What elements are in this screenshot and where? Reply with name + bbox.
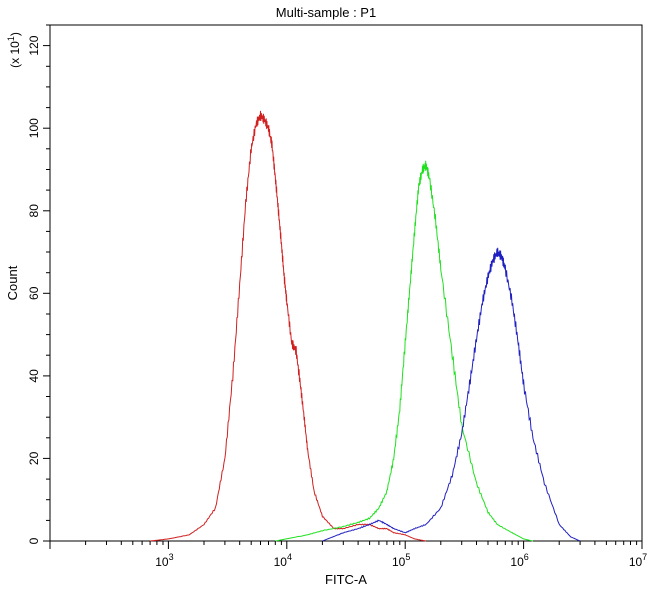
x-tick-exponent: 5 [405, 552, 410, 562]
x-axis-label: FITC-A [325, 572, 367, 587]
x-tick-base: 10 [274, 555, 288, 569]
x-tick-base: 10 [510, 555, 524, 569]
y-tick-label: 20 [27, 451, 41, 465]
x-tick-label: 103 [155, 552, 173, 569]
series-layer [150, 110, 581, 542]
y-tick-label: 120 [27, 35, 41, 55]
chart-title: Multi-sample : P1 [276, 5, 376, 20]
y-multiplier-suffix: ) [8, 32, 22, 36]
x-tick-base: 10 [155, 555, 169, 569]
x-tick-exponent: 7 [642, 552, 647, 562]
y-axis: 0 20 40 60 80 100 120 [27, 24, 50, 544]
x-tick-exponent: 6 [524, 552, 529, 562]
y-tick-label: 0 [27, 537, 41, 544]
series-line-3 [322, 247, 581, 542]
x-tick-label: 105 [392, 552, 410, 569]
y-axis-label: Count [5, 265, 20, 300]
x-tick-label: 106 [510, 552, 528, 569]
x-tick-label: 107 [629, 552, 647, 569]
plot-frame [49, 24, 643, 542]
y-tick-label: 80 [27, 204, 41, 218]
x-tick-base: 10 [392, 555, 406, 569]
x-tick-exponent: 3 [169, 552, 174, 562]
y-tick-label: 60 [27, 286, 41, 300]
x-tick-base: 10 [629, 555, 643, 569]
y-multiplier-exponent: 1 [6, 36, 16, 41]
series-line-2 [275, 160, 534, 542]
y-multiplier-prefix: (x 10 [8, 41, 22, 68]
x-tick-exponent: 4 [287, 552, 292, 562]
x-tick-label: 104 [274, 552, 292, 569]
y-tick-label: 40 [27, 369, 41, 383]
y-tick-label: 100 [27, 118, 41, 138]
x-axis: 103 104 105 106 107 [49, 541, 647, 569]
y-multiplier-label: (x 101) [6, 32, 22, 68]
